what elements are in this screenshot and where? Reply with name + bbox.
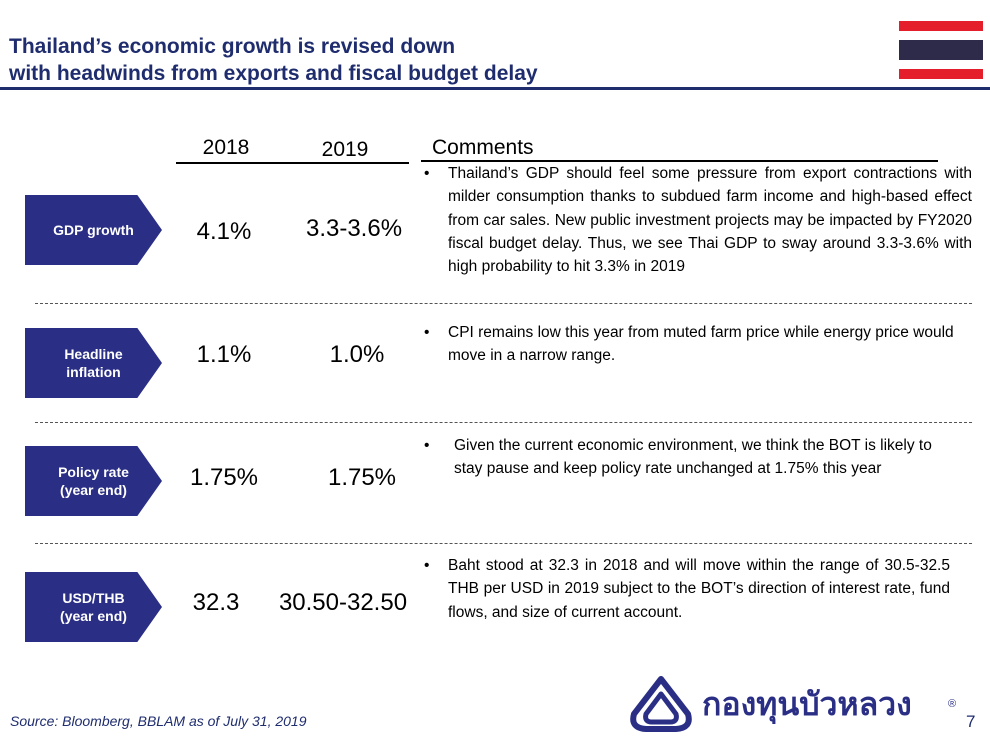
column-header-2019: 2019 <box>321 138 369 161</box>
row-label-text: Policy rate (year end) <box>58 464 129 498</box>
inflation-comment: • CPI remains low this year from muted f… <box>424 321 954 368</box>
column-header-2018: 2018 <box>202 136 250 159</box>
policy-rate-comment-text: Given the current economic environment, … <box>454 437 932 478</box>
gdp-comment-text: Thailand’s GDP should feel some pressure… <box>448 165 972 276</box>
row-label-policy-rate: Policy rate (year end) <box>25 446 162 516</box>
thailand-flag-icon <box>899 21 983 79</box>
row-divider <box>35 543 972 544</box>
bualuang-logo: กองทุนบัวหลวง ® <box>626 676 956 732</box>
inflation-2019-value: 1.0% <box>329 341 385 368</box>
header-rule-comments <box>421 160 938 162</box>
slide-title: Thailand’s economic growth is revised do… <box>9 33 538 87</box>
bullet: • <box>424 557 430 574</box>
row-label-text: Headline inflation <box>64 346 123 380</box>
row-label-text: USD/THB (year end) <box>60 590 127 624</box>
usdthb-2019-value: 30.50-32.50 <box>278 589 408 616</box>
inflation-2018-value: 1.1% <box>196 341 252 368</box>
source-note: Source: Bloomberg, BBLAM as of July 31, … <box>10 713 307 729</box>
page-number: 7 <box>966 712 976 731</box>
title-line-2: with headwinds from exports and fiscal b… <box>9 62 538 85</box>
row-divider <box>35 422 972 423</box>
registered-mark: ® <box>948 698 957 710</box>
title-line-1: Thailand’s economic growth is revised do… <box>9 35 456 58</box>
inflation-comment-text: CPI remains low this year from muted far… <box>448 324 954 365</box>
bullet: • <box>424 324 430 341</box>
bullet: • <box>424 437 430 454</box>
row-label-usd-thb: USD/THB (year end) <box>25 572 162 642</box>
row-label-gdp-growth: GDP growth <box>25 195 162 265</box>
bullet: • <box>424 165 430 182</box>
lotus-logo-icon <box>630 676 692 732</box>
row-divider <box>35 303 972 304</box>
title-underline <box>0 87 990 90</box>
policy-rate-comment: • Given the current economic environment… <box>424 434 954 481</box>
usdthb-comment: • Baht stood at 32.3 in 2018 and will mo… <box>424 554 950 624</box>
usdthb-2018-value: 32.3 <box>192 589 240 616</box>
usdthb-comment-text: Baht stood at 32.3 in 2018 and will move… <box>448 557 950 621</box>
gdp-comment: • Thailand’s GDP should feel some pressu… <box>424 162 972 278</box>
row-label-headline-inflation: Headline inflation <box>25 328 162 398</box>
column-header-comments: Comments <box>432 136 534 159</box>
gdp-2019-value: 3.3-3.6% <box>305 215 403 242</box>
policy-rate-2018-value: 1.75% <box>189 464 259 491</box>
row-label-text: GDP growth <box>53 222 134 238</box>
header-rule-values <box>176 162 409 164</box>
gdp-2018-value: 4.1% <box>196 218 252 245</box>
logo-text: กองทุนบัวหลวง <box>702 685 912 722</box>
policy-rate-2019-value: 1.75% <box>327 464 397 491</box>
